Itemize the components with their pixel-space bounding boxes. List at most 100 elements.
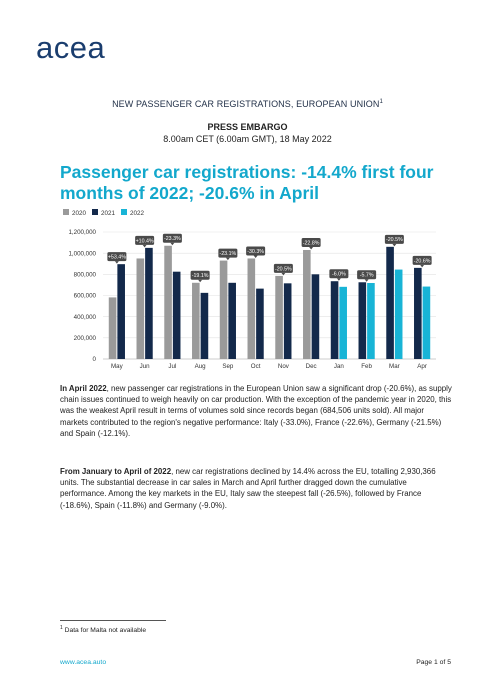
paragraph-jan-apr: From January to April of 2022, new car r… (60, 466, 452, 511)
change-label: -20.5% (386, 237, 403, 243)
legend-swatch-2021 (92, 209, 98, 215)
change-label-pointer (225, 257, 230, 261)
x-tick-label: Sep (222, 363, 234, 370)
bar-2022 (339, 286, 347, 359)
bar-2021 (386, 246, 394, 359)
x-tick-label: Nov (278, 363, 290, 370)
change-label-pointer (309, 246, 314, 250)
bar-2022 (394, 269, 403, 359)
x-tick-label: Oct (251, 363, 261, 370)
change-label-box (273, 263, 293, 273)
acea-logo: acea (36, 30, 105, 66)
subhead-footnote-mark: 1 (379, 99, 383, 105)
change-label-box (384, 234, 404, 244)
bar-2020 (192, 282, 200, 359)
paragraph-jan-apr-lead: From January to April of 2022 (60, 467, 172, 476)
paragraph-april: In April 2022, new passenger car registr… (60, 383, 452, 439)
bar-2022 (367, 283, 375, 359)
bar-2021 (172, 271, 181, 359)
document-subhead: NEW PASSENGER CAR REGISTRATIONS, EUROPEA… (0, 99, 495, 109)
y-tick-label: 200,000 (74, 335, 97, 342)
change-label-pointer (281, 272, 286, 276)
bar-2021 (117, 264, 125, 359)
footnote-mark: 1 (60, 625, 63, 631)
change-label-pointer (336, 278, 341, 281)
change-label: -23.3% (164, 236, 181, 242)
change-label: -6.0% (332, 272, 346, 278)
change-label-box (218, 248, 238, 258)
bar-2020 (164, 245, 172, 359)
website-link[interactable]: www.acea.auto (60, 659, 107, 666)
x-tick-label: Jun (140, 363, 151, 370)
change-label-pointer (198, 279, 203, 283)
change-label-box (107, 252, 127, 262)
change-label-box (412, 255, 432, 265)
paragraph-april-lead: In April 2022 (60, 384, 107, 393)
x-tick-label: Jul (168, 363, 176, 370)
legend-label-2022: 2022 (130, 210, 145, 217)
bar-2020 (108, 297, 117, 359)
x-tick-label: Apr (417, 363, 427, 370)
legend-label-2020: 2020 (72, 210, 87, 217)
change-label-box (329, 269, 349, 279)
embargo-time: 8.00am CET (6.00am GMT), 18 May 2022 (163, 134, 332, 144)
change-label-box (162, 233, 182, 243)
change-label-pointer (170, 242, 175, 246)
bar-2021 (228, 282, 236, 359)
paragraph-jan-apr-text: , new car registrations declined by 14.4… (60, 467, 436, 510)
footnote: 1 Data for Malta not available (60, 625, 146, 634)
legend-swatch-2022 (121, 209, 127, 215)
bar-2021 (256, 288, 264, 359)
x-tick-label: May (111, 363, 124, 370)
x-tick-label: Feb (361, 363, 372, 370)
bar-2020 (247, 258, 256, 359)
change-label: -20.5% (275, 266, 292, 272)
change-label-pointer (392, 243, 397, 247)
y-tick-label: 600,000 (74, 293, 97, 300)
change-label: +10.4% (136, 238, 154, 244)
change-label-box (190, 270, 210, 280)
footnote-text: Data for Malta not available (64, 627, 147, 635)
change-label: -30.3% (247, 249, 264, 255)
bar-2022 (422, 286, 431, 359)
change-label-pointer (420, 264, 425, 268)
legend-label-2021: 2021 (101, 210, 116, 217)
y-tick-label: 400,000 (74, 314, 97, 321)
logo-text: acea (36, 30, 106, 65)
y-tick-label: 800,000 (74, 272, 97, 279)
bar-2020 (275, 275, 283, 359)
paragraph-april-text: , new passenger car registrations in the… (60, 384, 452, 438)
change-label: +53.4% (108, 255, 126, 261)
x-tick-label: Jan (334, 363, 345, 370)
x-tick-label: Aug (195, 363, 207, 370)
subhead-text: NEW PASSENGER CAR REGISTRATIONS, EUROPEA… (112, 99, 380, 109)
y-tick-label: 1,000,000 (68, 250, 96, 257)
change-label-box (357, 270, 377, 280)
change-label-pointer (114, 261, 119, 264)
change-label: -20.6% (414, 258, 431, 264)
change-label-pointer (364, 279, 369, 282)
change-label-box (135, 235, 155, 245)
change-label-box (301, 237, 321, 247)
registrations-bar-chart: 2020 2021 2022 0 200,000 400,000 600,000 800,00… (63, 209, 436, 370)
y-tick-label: 1,200,000 (68, 229, 96, 236)
bar-2020 (136, 258, 145, 359)
change-label: -19.1% (192, 273, 209, 279)
bar-2021 (283, 283, 292, 359)
bar-2021 (414, 267, 422, 359)
x-tick-label: Mar (389, 363, 400, 370)
legend-swatch-2020 (63, 209, 69, 215)
change-label: -5.7% (360, 273, 374, 279)
change-label-pointer (142, 244, 147, 248)
bar-2020 (219, 260, 228, 359)
bar-2021 (358, 282, 367, 359)
bar-2021 (330, 281, 339, 359)
bar-2021 (311, 274, 320, 359)
bar-2021 (200, 292, 209, 359)
press-embargo: PRESS EMBARGO 8.00am CET (6.00am GMT), 1… (0, 121, 495, 145)
embargo-title: PRESS EMBARGO (207, 122, 288, 132)
headline: Passenger car registrations: -14.4% firs… (60, 162, 434, 203)
bar-2020 (303, 249, 311, 359)
change-label-pointer (253, 255, 258, 258)
y-tick-label: 0 (93, 356, 97, 363)
